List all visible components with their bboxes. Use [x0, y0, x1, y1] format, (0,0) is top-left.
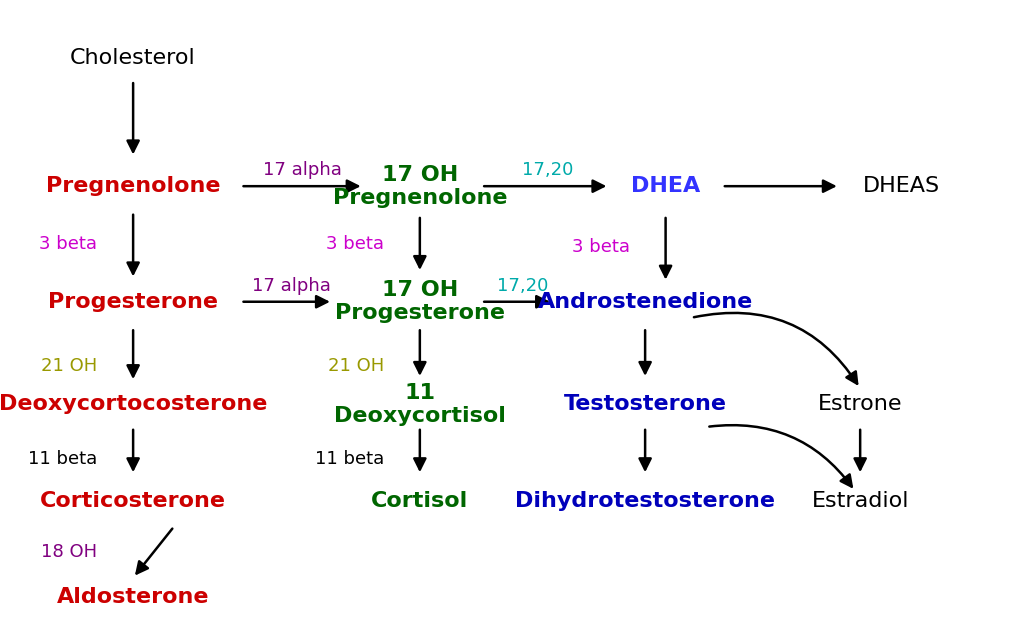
Text: Pregnenolone: Pregnenolone	[46, 176, 220, 196]
Text: Aldosterone: Aldosterone	[57, 587, 209, 607]
Text: 17,20: 17,20	[497, 277, 548, 295]
Text: Androstenedione: Androstenedione	[538, 291, 753, 312]
Text: 18 OH: 18 OH	[41, 543, 97, 561]
Text: 17 alpha: 17 alpha	[262, 161, 342, 179]
Text: 17 alpha: 17 alpha	[252, 277, 332, 295]
Text: 3 beta: 3 beta	[571, 238, 630, 256]
Text: Progesterone: Progesterone	[48, 291, 218, 312]
Text: 21 OH: 21 OH	[328, 357, 384, 375]
Text: Cholesterol: Cholesterol	[71, 48, 196, 68]
Text: Estrone: Estrone	[818, 394, 902, 415]
Text: Corticosterone: Corticosterone	[40, 490, 226, 511]
Text: Testosterone: Testosterone	[563, 394, 727, 415]
Text: 17 OH
Pregnenolone: 17 OH Pregnenolone	[333, 164, 507, 208]
Text: 17 OH
Progesterone: 17 OH Progesterone	[335, 280, 505, 324]
Text: DHEA: DHEA	[631, 176, 700, 196]
Text: DHEAS: DHEAS	[862, 176, 940, 196]
Text: 11 beta: 11 beta	[28, 450, 97, 468]
Text: 17,20: 17,20	[522, 161, 573, 179]
Text: 11
Deoxycortisol: 11 Deoxycortisol	[334, 383, 506, 426]
Text: Deoxycortocosterone: Deoxycortocosterone	[0, 394, 267, 415]
Text: Dihydrotestosterone: Dihydrotestosterone	[515, 490, 775, 511]
Text: 3 beta: 3 beta	[39, 235, 97, 253]
Text: Cortisol: Cortisol	[372, 490, 468, 511]
Text: 3 beta: 3 beta	[326, 235, 384, 253]
Text: 11 beta: 11 beta	[314, 450, 384, 468]
Text: 21 OH: 21 OH	[41, 357, 97, 375]
Text: Estradiol: Estradiol	[811, 490, 909, 511]
